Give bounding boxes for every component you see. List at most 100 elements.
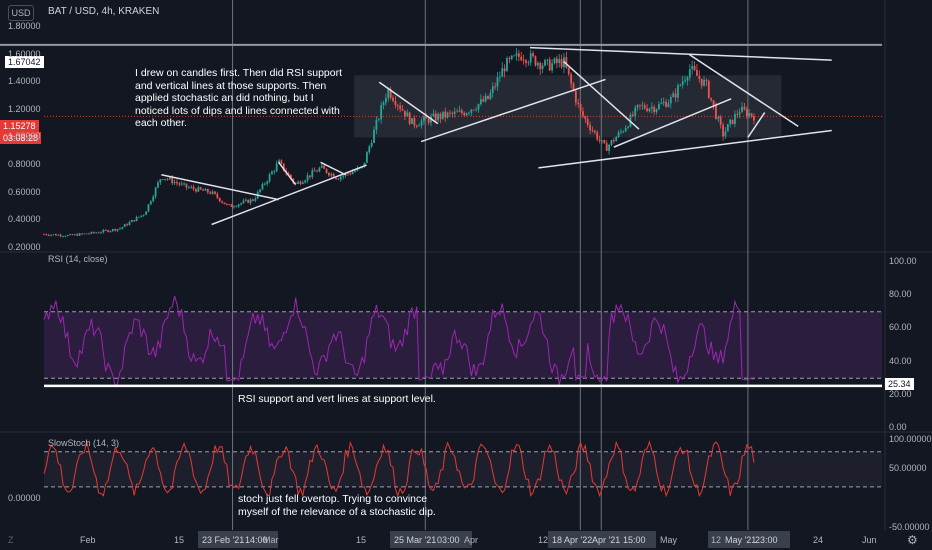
candle-body [722, 124, 724, 137]
candle-body [660, 102, 663, 104]
candle-body [555, 58, 558, 63]
candle-body [135, 217, 138, 222]
candle-body [128, 222, 131, 226]
candle-body [297, 181, 299, 184]
candle-body [278, 160, 280, 164]
trend-line [161, 174, 279, 201]
candle-body [527, 62, 530, 64]
candle-body [52, 234, 55, 236]
time-axis-label: Feb [80, 535, 96, 545]
candle-body [111, 229, 114, 231]
candle-body [100, 232, 102, 234]
candle-body [477, 103, 480, 110]
candle-body [368, 146, 371, 153]
candle-body [460, 110, 463, 114]
time-axis-label: 12 [711, 535, 722, 545]
candle-body [57, 234, 60, 236]
candle-body [54, 234, 57, 236]
candle-body [252, 199, 254, 201]
annotation-stoch: stoch just fell overtop. Trying to convi… [238, 493, 436, 518]
candle-body [567, 67, 570, 75]
stoch-band-fill [44, 451, 882, 487]
candle-body [596, 132, 599, 140]
trend-line [320, 161, 347, 176]
candle-body [282, 163, 285, 171]
candle-body [244, 199, 247, 201]
candle-body [389, 89, 392, 98]
candle-body [643, 105, 646, 109]
time-axis-label: 24 [813, 535, 824, 545]
candle-body [316, 171, 318, 173]
candle-body [242, 200, 245, 204]
candle-body [553, 58, 556, 64]
level-price-tag: 1.67042 [5, 56, 44, 68]
candle-body [339, 176, 342, 180]
trend-line [613, 98, 732, 148]
tradingview-logo-icon: Z [8, 535, 14, 545]
candle-body [107, 230, 110, 232]
time-axis-label: 15 [174, 535, 185, 545]
candle-body [620, 131, 622, 133]
candle-body [408, 112, 411, 124]
candle-body [677, 85, 679, 98]
candle-body [648, 108, 651, 112]
candle-body [116, 229, 119, 231]
candle-body [731, 119, 734, 124]
candle-body [154, 187, 157, 197]
candle-body [178, 183, 181, 185]
candle-body [102, 230, 105, 233]
candle-body [669, 97, 672, 104]
candle-body [491, 86, 494, 93]
candle-body [273, 171, 276, 172]
candle-body [318, 167, 321, 172]
candle-body [508, 58, 511, 59]
candle-body [650, 106, 653, 109]
candle-body [394, 100, 397, 106]
currency-badge[interactable]: USD [8, 5, 34, 21]
time-axis-label: 12 [538, 535, 549, 545]
candle-body [750, 113, 753, 117]
candle-body [90, 231, 93, 234]
candle-body [617, 132, 620, 138]
time-axis-label: May [660, 535, 678, 545]
candle-body [211, 191, 214, 194]
candle-body [688, 69, 691, 78]
candle-body [598, 139, 601, 141]
candle-body [437, 113, 440, 121]
candle-body [707, 80, 710, 98]
rsi-axis-label: 0.00 [889, 422, 907, 432]
candle-body [577, 102, 580, 105]
candle-body [427, 118, 430, 123]
candle-body [171, 177, 174, 184]
candle-body [631, 114, 634, 116]
candle-body [335, 177, 337, 179]
candle-body [693, 65, 696, 70]
crosshair-date-highlight [390, 531, 472, 548]
candle-body [529, 53, 532, 63]
candle-body [119, 228, 121, 230]
candle-body [586, 119, 589, 126]
gear-icon[interactable]: ⚙ [907, 533, 918, 547]
candle-body [494, 86, 497, 88]
candle-body [337, 178, 340, 180]
candle-body [444, 111, 447, 118]
trend-line [278, 161, 296, 185]
candle-body [700, 78, 703, 86]
candle-body [665, 101, 667, 107]
candle-body [287, 173, 290, 175]
candle-body [192, 186, 195, 190]
time-axis-label: 18 Apr '22 [552, 535, 593, 545]
candle-body [363, 162, 366, 167]
candle-body [209, 192, 212, 194]
candle-body [294, 182, 297, 184]
candle-body [159, 179, 162, 183]
candle-body [734, 114, 736, 124]
candle-body [392, 97, 394, 101]
candle-body [510, 55, 513, 59]
price-axis-label: 1.00000 [8, 131, 41, 142]
candle-body [306, 175, 309, 181]
price-axis-label: 0.20000 [8, 242, 41, 252]
candle-body [622, 131, 625, 133]
candle-body [710, 97, 713, 101]
